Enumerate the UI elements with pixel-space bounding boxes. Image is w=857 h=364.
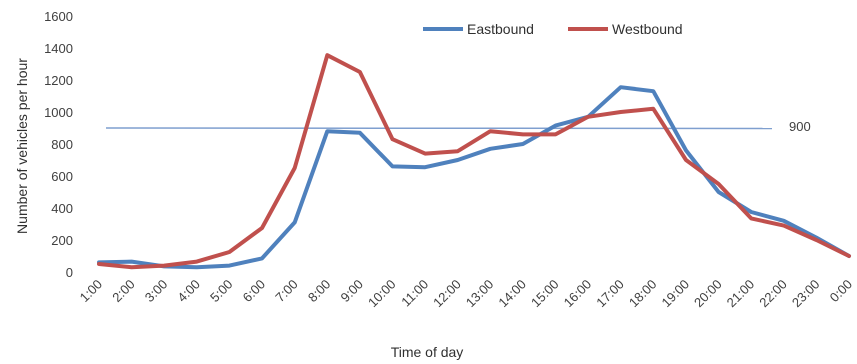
x-axis-ticks: 1:00 2:00 3:00 4:00 5:00 6:00 7:00 8:00 9:0010:0…	[77, 277, 856, 311]
y-tick-label: 1000	[44, 105, 73, 120]
x-tick-label: 9:00	[337, 277, 366, 306]
legend: Eastbound Westbound	[423, 21, 683, 37]
x-tick-label: 6:00	[240, 277, 269, 306]
x-tick-label: 23:00	[789, 277, 823, 311]
x-tick-label: 17:00	[593, 277, 627, 311]
x-tick-label: 16:00	[561, 277, 595, 311]
x-tick-label: 2:00	[109, 277, 138, 306]
legend-label-eastbound: Eastbound	[467, 21, 534, 37]
series-lines	[97, 53, 851, 270]
x-tick-label: 12:00	[430, 277, 464, 311]
y-tick-label: 0	[66, 265, 73, 280]
y-tick-label: 1400	[44, 41, 73, 56]
x-tick-label: 15:00	[528, 277, 562, 311]
y-tick-label: 400	[51, 201, 73, 216]
x-tick-label: 21:00	[724, 277, 758, 311]
x-tick-label: 10:00	[365, 277, 399, 311]
reference-line-group: 900	[105, 119, 811, 134]
reference-line-label: 900	[789, 119, 811, 134]
y-tick-label: 1200	[44, 73, 73, 88]
legend-label-westbound: Westbound	[612, 21, 683, 37]
y-tick-label: 800	[51, 137, 73, 152]
x-axis-title: Time of day	[391, 344, 464, 360]
x-tick-label: 5:00	[207, 277, 236, 306]
series-line-eastbound	[97, 85, 851, 270]
x-tick-label: 14:00	[495, 277, 529, 311]
x-tick-label: 19:00	[658, 277, 692, 311]
x-tick-label: 3:00	[142, 277, 171, 306]
x-tick-label: 1:00	[77, 277, 106, 306]
x-tick-label: 4:00	[174, 277, 203, 306]
x-tick-label: 11:00	[398, 277, 431, 310]
x-tick-label: 8:00	[305, 277, 334, 306]
x-tick-label: 0:00	[827, 277, 856, 306]
reference-line	[105, 127, 773, 130]
series-line-westbound	[97, 53, 851, 270]
y-axis-title: Number of vehicles per hour	[14, 58, 30, 234]
y-tick-label: 1600	[44, 9, 73, 24]
x-tick-label: 13:00	[463, 277, 497, 311]
y-axis-ticks: 0 200 400 600 800 1000 1200 1400 1600	[44, 9, 73, 280]
x-tick-label: 18:00	[626, 277, 660, 311]
y-tick-label: 200	[51, 233, 73, 248]
x-tick-label: 22:00	[756, 277, 790, 311]
x-tick-label: 20:00	[691, 277, 725, 311]
x-tick-label: 7:00	[272, 277, 301, 306]
y-tick-label: 600	[51, 169, 73, 184]
